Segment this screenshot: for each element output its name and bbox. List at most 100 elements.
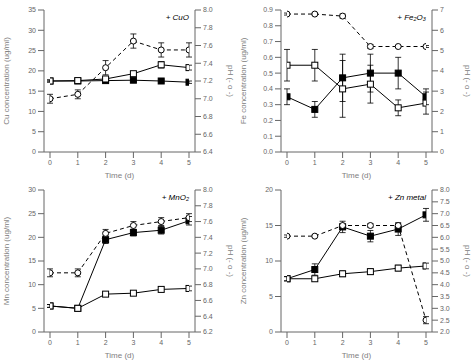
svg-text:20: 20 — [28, 67, 36, 74]
svg-text:10: 10 — [265, 257, 273, 264]
svg-text:7.8: 7.8 — [203, 202, 213, 209]
svg-text:6.4: 6.4 — [203, 148, 213, 155]
svg-text:4: 4 — [159, 159, 163, 166]
svg-text:8.0: 8.0 — [203, 186, 213, 193]
svg-text:Mn concentration (ug/ml): Mn concentration (ug/ml) — [8, 216, 11, 305]
svg-text:0: 0 — [32, 148, 36, 155]
svg-text:0.6: 0.6 — [263, 54, 273, 61]
svg-text:15: 15 — [265, 222, 273, 229]
svg-text:6.8: 6.8 — [203, 281, 213, 288]
svg-text:0: 0 — [32, 328, 36, 335]
svg-text:1: 1 — [313, 159, 317, 166]
svg-text:6.2: 6.2 — [203, 328, 213, 335]
svg-text:0: 0 — [285, 339, 289, 346]
svg-text:3: 3 — [368, 159, 372, 166]
svg-text:4.0: 4.0 — [440, 281, 450, 288]
svg-text:0: 0 — [48, 159, 52, 166]
svg-text:7.4: 7.4 — [203, 234, 213, 241]
svg-text:7.6: 7.6 — [203, 218, 213, 225]
svg-text:25: 25 — [28, 210, 36, 217]
svg-text:0: 0 — [440, 148, 444, 155]
svg-text:3: 3 — [368, 339, 372, 346]
svg-text:7.4: 7.4 — [203, 60, 213, 67]
svg-text:6: 6 — [440, 27, 444, 34]
svg-text:7.0: 7.0 — [203, 95, 213, 102]
svg-text:Time (d): Time (d) — [342, 351, 372, 360]
svg-text:5: 5 — [424, 339, 428, 346]
svg-text:6.8: 6.8 — [203, 113, 213, 120]
svg-text:pH (- o -): pH (- o -) — [226, 65, 235, 97]
svg-text:Zn concentration (ug/ml): Zn concentration (ug/ml) — [239, 217, 248, 304]
svg-text:Time (d): Time (d) — [105, 351, 135, 360]
svg-text:0.2: 0.2 — [263, 117, 273, 124]
svg-text:6.5: 6.5 — [440, 222, 450, 229]
svg-text:7: 7 — [440, 6, 444, 13]
svg-text:7.2: 7.2 — [203, 250, 213, 257]
svg-text:4: 4 — [396, 159, 400, 166]
svg-text:1: 1 — [313, 339, 317, 346]
svg-text:5.0: 5.0 — [440, 257, 450, 264]
svg-text:pH (- o -): pH (- o -) — [226, 245, 235, 277]
svg-text:4.5: 4.5 — [440, 269, 450, 276]
svg-text:10: 10 — [28, 281, 36, 288]
svg-text:3: 3 — [131, 339, 135, 346]
svg-text:0.1: 0.1 — [263, 133, 273, 140]
svg-text:2.5: 2.5 — [440, 317, 450, 324]
svg-text:1: 1 — [76, 159, 80, 166]
svg-text:4: 4 — [440, 67, 444, 74]
svg-text:7.5: 7.5 — [440, 198, 450, 205]
svg-text:20: 20 — [265, 186, 273, 193]
svg-text:7.2: 7.2 — [203, 77, 213, 84]
svg-text:2: 2 — [341, 339, 345, 346]
svg-text:pH (- o -): pH (- o -) — [463, 245, 466, 277]
svg-text:Time (d): Time (d) — [105, 171, 135, 180]
svg-text:Time (d): Time (d) — [342, 171, 372, 180]
svg-text:35: 35 — [28, 6, 36, 13]
svg-text:5: 5 — [187, 339, 191, 346]
svg-text:7.0: 7.0 — [203, 265, 213, 272]
svg-text:5: 5 — [187, 159, 191, 166]
svg-text:8.0: 8.0 — [203, 6, 213, 13]
svg-text:10: 10 — [28, 108, 36, 115]
svg-text:0.0: 0.0 — [263, 148, 273, 155]
svg-text:0: 0 — [48, 339, 52, 346]
svg-text:1: 1 — [76, 339, 80, 346]
svg-text:2: 2 — [104, 339, 108, 346]
svg-text:2: 2 — [440, 108, 444, 115]
svg-text:1: 1 — [440, 128, 444, 135]
svg-text:0: 0 — [285, 159, 289, 166]
svg-text:3.5: 3.5 — [440, 293, 450, 300]
svg-text:8.0: 8.0 — [440, 186, 450, 193]
svg-text:6.6: 6.6 — [203, 297, 213, 304]
svg-text:7.6: 7.6 — [203, 42, 213, 49]
svg-text:4: 4 — [396, 339, 400, 346]
svg-text:5: 5 — [269, 293, 273, 300]
svg-text:pH (- o -): pH (- o -) — [463, 65, 466, 97]
svg-text:2: 2 — [341, 159, 345, 166]
svg-text:0: 0 — [269, 328, 273, 335]
svg-text:Fe concentration (ug/ml): Fe concentration (ug/ml) — [239, 37, 248, 124]
svg-text:Cu concentration (ug/ml): Cu concentration (ug/ml) — [8, 37, 11, 125]
svg-text:6.0: 6.0 — [440, 234, 450, 241]
svg-text:2.0: 2.0 — [440, 328, 450, 335]
svg-text:4: 4 — [159, 339, 163, 346]
svg-text:5: 5 — [32, 305, 36, 312]
svg-text:15: 15 — [28, 88, 36, 95]
svg-text:5: 5 — [32, 128, 36, 135]
svg-text:15: 15 — [28, 257, 36, 264]
svg-text:5.5: 5.5 — [440, 246, 450, 253]
svg-text:7.0: 7.0 — [440, 210, 450, 217]
svg-text:5: 5 — [440, 47, 444, 54]
svg-text:7.8: 7.8 — [203, 24, 213, 31]
svg-text:3: 3 — [131, 159, 135, 166]
svg-text:6.6: 6.6 — [203, 131, 213, 138]
svg-text:5: 5 — [424, 159, 428, 166]
svg-text:30: 30 — [28, 186, 36, 193]
svg-text:0.8: 0.8 — [263, 22, 273, 29]
svg-text:6.4: 6.4 — [203, 313, 213, 320]
svg-text:25: 25 — [28, 47, 36, 54]
svg-text:0.3: 0.3 — [263, 101, 273, 108]
svg-text:0.4: 0.4 — [263, 85, 273, 92]
svg-text:0.7: 0.7 — [263, 38, 273, 45]
svg-text:0.9: 0.9 — [263, 6, 273, 13]
